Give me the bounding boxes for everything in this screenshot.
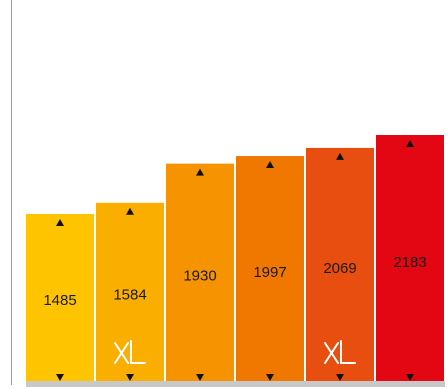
baseline-bar bbox=[26, 381, 445, 387]
triangle-down-icon bbox=[336, 374, 344, 381]
bar-value-label: 1930 bbox=[183, 268, 216, 285]
bar-6 bbox=[376, 135, 444, 381]
triangle-up-icon bbox=[196, 168, 204, 176]
triangle-up-icon bbox=[56, 219, 64, 226]
bar-4 bbox=[236, 156, 304, 381]
bar-value-label: 1997 bbox=[253, 264, 286, 281]
bar-value-label: 2069 bbox=[323, 260, 356, 277]
triangle-up-icon bbox=[126, 207, 134, 215]
bar-value-label: 1485 bbox=[43, 292, 76, 309]
bar-value-label: 1584 bbox=[113, 286, 146, 303]
triangle-up-icon bbox=[266, 161, 274, 169]
bar-value-label: 2183 bbox=[393, 254, 426, 271]
triangle-up-icon bbox=[406, 140, 414, 147]
bar-series: 1485 1584 1930 1997 2069 2183 bbox=[26, 135, 444, 381]
bar-1 bbox=[26, 214, 94, 381]
triangle-down-icon bbox=[406, 374, 414, 381]
xl-logo-icon bbox=[324, 340, 356, 364]
triangle-down-icon bbox=[126, 374, 134, 381]
triangle-down-icon bbox=[266, 374, 274, 381]
bar-3 bbox=[166, 163, 234, 381]
triangle-up-icon bbox=[336, 152, 344, 160]
triangle-down-icon bbox=[56, 374, 64, 381]
triangle-down-icon bbox=[196, 374, 204, 381]
xl-logo-icon bbox=[114, 340, 146, 364]
